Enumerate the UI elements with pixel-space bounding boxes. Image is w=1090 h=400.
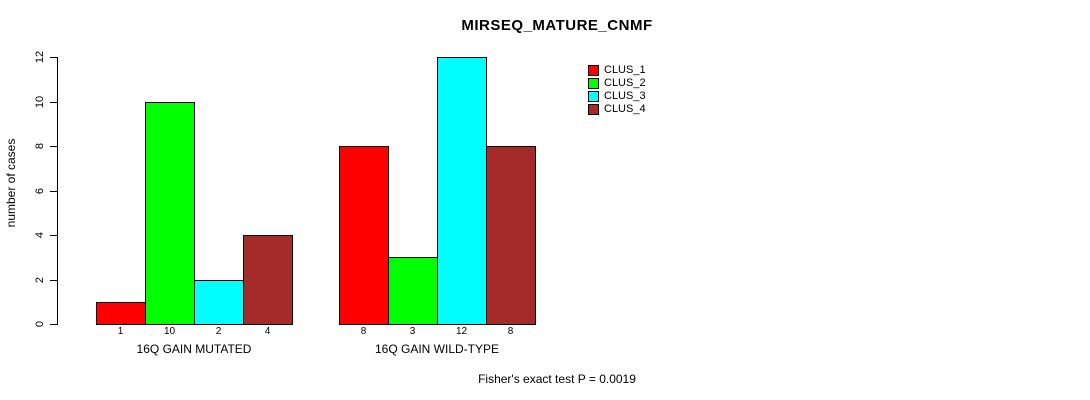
y-tick-label: 8: [34, 142, 46, 150]
bar: [96, 301, 146, 325]
legend-label: CLUS_3: [604, 90, 646, 102]
bar: [437, 57, 487, 325]
footnote-text: Fisher's exact test P = 0.0019: [478, 372, 636, 386]
legend-item: CLUS_3: [588, 90, 646, 103]
bar: [339, 146, 389, 325]
group-label: 16Q GAIN WILD-TYPE: [374, 342, 500, 356]
legend-item: CLUS_4: [588, 103, 646, 116]
y-tick-label: 2: [34, 276, 46, 283]
y-tick: [50, 190, 57, 192]
bar-value-label: 10: [163, 326, 176, 337]
y-tick-label: 10: [34, 95, 46, 108]
bar: [243, 235, 293, 325]
y-axis-line: [57, 57, 58, 325]
legend-swatch: [588, 104, 599, 115]
legend-swatch: [588, 91, 599, 102]
legend: CLUS_1 CLUS_2 CLUS_3 CLUS_4: [588, 64, 646, 116]
y-tick: [50, 235, 57, 236]
group-label: 16Q GAIN MUTATED: [136, 342, 252, 356]
bar: [194, 279, 244, 325]
bar-value-label: 3: [409, 326, 416, 337]
y-tick: [50, 57, 57, 58]
y-tick-label: 12: [34, 50, 46, 64]
bar-value-label: 12: [455, 326, 468, 337]
bar-value-label: 8: [507, 326, 514, 337]
y-tick: [50, 279, 57, 281]
bar: [486, 146, 536, 325]
y-tick: [50, 146, 57, 147]
y-axis-label: number of cases: [4, 138, 18, 228]
bar-value-label: 1: [117, 326, 124, 337]
legend-item: CLUS_2: [588, 77, 646, 90]
legend-label: CLUS_1: [604, 64, 646, 76]
y-tick: [50, 101, 57, 103]
y-tick: [50, 324, 57, 325]
chart-title: MIRSEQ_MATURE_CNMF: [461, 17, 653, 34]
bar: [145, 101, 195, 325]
legend-item: CLUS_1: [588, 64, 646, 77]
y-tick-label: 6: [34, 187, 46, 194]
legend-swatch: [588, 65, 599, 76]
legend-label: CLUS_2: [604, 77, 646, 89]
bar-value-label: 8: [360, 326, 367, 337]
y-tick-label: 0: [34, 320, 46, 328]
bar-value-label: 2: [215, 326, 222, 337]
legend-label: CLUS_4: [604, 103, 646, 115]
legend-swatch: [588, 78, 599, 89]
y-tick-label: 4: [34, 231, 46, 239]
bar: [388, 257, 438, 325]
bar-value-label: 4: [264, 326, 271, 337]
